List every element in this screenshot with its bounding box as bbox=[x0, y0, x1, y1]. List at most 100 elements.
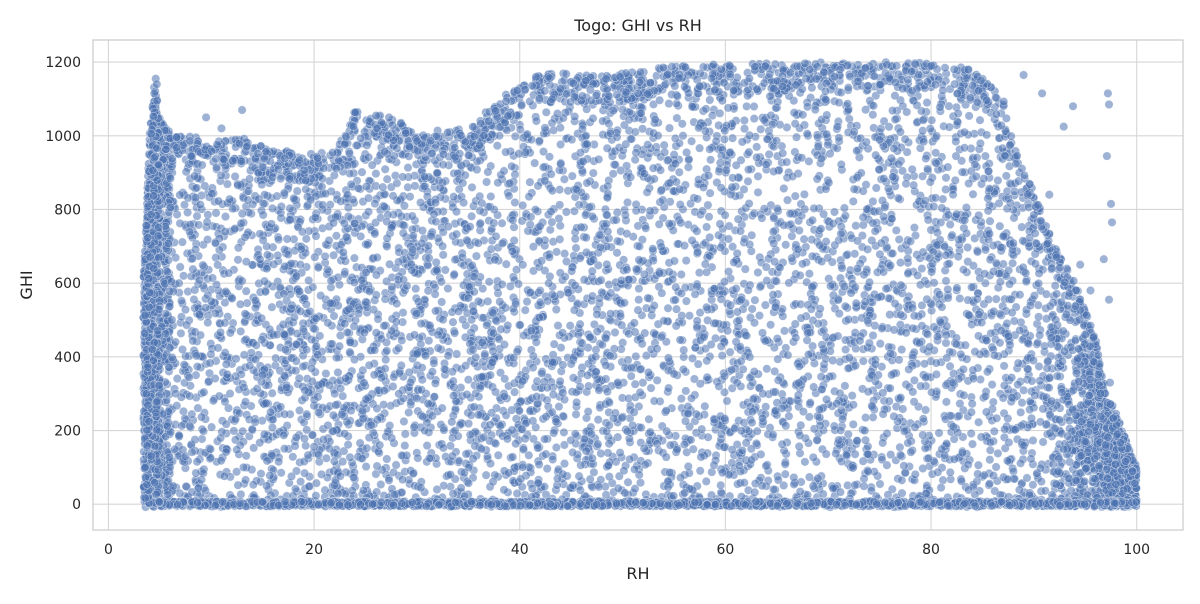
data-point bbox=[484, 297, 492, 305]
data-point bbox=[986, 446, 994, 454]
data-point bbox=[439, 251, 447, 259]
data-point bbox=[744, 165, 752, 173]
data-point bbox=[796, 271, 804, 279]
data-point bbox=[721, 211, 729, 219]
data-point bbox=[679, 365, 687, 373]
data-point bbox=[852, 299, 860, 307]
data-point bbox=[388, 283, 396, 291]
data-point bbox=[969, 374, 977, 382]
data-point bbox=[971, 348, 979, 356]
data-point bbox=[291, 442, 299, 450]
data-point bbox=[952, 137, 960, 145]
data-point bbox=[861, 413, 869, 421]
data-point bbox=[757, 450, 765, 458]
data-point bbox=[372, 169, 380, 177]
data-point bbox=[886, 384, 894, 392]
data-point bbox=[292, 433, 300, 441]
data-point bbox=[780, 184, 788, 192]
data-point bbox=[671, 296, 679, 304]
data-point bbox=[547, 207, 555, 215]
data-point bbox=[926, 124, 934, 132]
data-point bbox=[543, 464, 551, 472]
data-point bbox=[982, 408, 990, 416]
data-point bbox=[519, 445, 527, 453]
data-point bbox=[260, 277, 268, 285]
data-point bbox=[511, 198, 519, 206]
data-point bbox=[360, 379, 368, 387]
data-point bbox=[382, 356, 390, 364]
data-point bbox=[386, 421, 394, 429]
data-point bbox=[869, 111, 877, 119]
data-point bbox=[1014, 380, 1022, 388]
data-point bbox=[896, 128, 904, 136]
data-point bbox=[280, 445, 288, 453]
data-point bbox=[206, 445, 214, 453]
data-point bbox=[206, 359, 214, 367]
data-point bbox=[904, 269, 912, 277]
data-point bbox=[703, 373, 711, 381]
data-point bbox=[783, 158, 791, 166]
data-point bbox=[751, 296, 759, 304]
data-point bbox=[450, 270, 458, 278]
data-point bbox=[644, 141, 652, 149]
data-point bbox=[861, 298, 869, 306]
data-point bbox=[773, 334, 781, 342]
data-point bbox=[742, 331, 750, 339]
data-point bbox=[664, 384, 672, 392]
data-point bbox=[617, 166, 625, 174]
data-point bbox=[1000, 362, 1008, 370]
data-point bbox=[363, 141, 371, 149]
data-point bbox=[513, 489, 521, 497]
data-point bbox=[641, 329, 649, 337]
data-point bbox=[738, 446, 746, 454]
data-point bbox=[965, 112, 973, 120]
data-point bbox=[501, 375, 509, 383]
data-point bbox=[942, 398, 950, 406]
data-point bbox=[955, 412, 963, 420]
data-point bbox=[849, 197, 857, 205]
data-point bbox=[571, 281, 579, 289]
data-point bbox=[231, 224, 239, 232]
data-point bbox=[670, 257, 678, 265]
data-point bbox=[405, 408, 413, 416]
data-point bbox=[377, 374, 385, 382]
data-point bbox=[221, 319, 229, 327]
data-point bbox=[492, 439, 500, 447]
data-point bbox=[801, 458, 809, 466]
data-point bbox=[753, 153, 761, 161]
data-point bbox=[895, 235, 903, 243]
data-point bbox=[401, 441, 409, 449]
data-point bbox=[549, 390, 557, 398]
data-point bbox=[241, 398, 249, 406]
data-point bbox=[677, 394, 685, 402]
data-point bbox=[911, 470, 919, 478]
data-point bbox=[350, 355, 358, 363]
data-point bbox=[841, 382, 849, 390]
data-point bbox=[657, 186, 665, 194]
data-point bbox=[809, 453, 817, 461]
data-point bbox=[750, 319, 758, 327]
data-point bbox=[630, 465, 638, 473]
data-point bbox=[639, 379, 647, 387]
data-point bbox=[450, 383, 458, 391]
data-point bbox=[398, 336, 406, 344]
data-point bbox=[455, 185, 463, 193]
data-point bbox=[811, 106, 819, 114]
data-point bbox=[270, 260, 278, 268]
data-point bbox=[358, 454, 366, 462]
data-point bbox=[359, 415, 367, 423]
data-point bbox=[588, 212, 596, 220]
data-point bbox=[751, 488, 759, 496]
data-point bbox=[500, 392, 508, 400]
data-point bbox=[726, 348, 734, 356]
data-point bbox=[910, 376, 918, 384]
data-point bbox=[748, 418, 756, 426]
data-point bbox=[383, 234, 391, 242]
data-point bbox=[959, 266, 967, 274]
data-point bbox=[182, 321, 190, 329]
data-point bbox=[502, 260, 510, 268]
data-point bbox=[383, 347, 391, 355]
data-point bbox=[738, 138, 746, 146]
data-point bbox=[621, 211, 629, 219]
data-point bbox=[800, 190, 808, 198]
